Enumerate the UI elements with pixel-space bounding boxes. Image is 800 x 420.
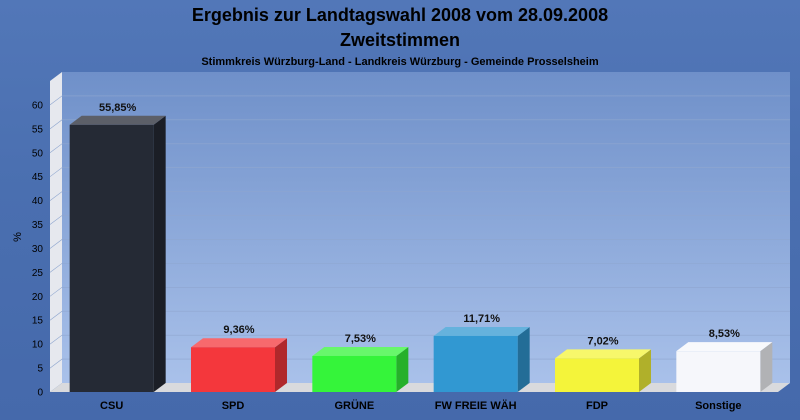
bars: 55,85% 9,36% 7,53% 11,71% 7,02% 8,53% <box>69 102 773 392</box>
y-tick-label: 60 <box>32 100 44 111</box>
y-tick-label: 35 <box>32 220 44 231</box>
chart-title: Ergebnis zur Landtagswahl 2008 vom 28.09… <box>192 5 608 25</box>
gridline <box>49 167 790 177</box>
bar <box>433 326 530 392</box>
y-tick-label: 0 <box>37 388 43 399</box>
bar-top <box>676 342 773 352</box>
gridline <box>49 215 790 225</box>
bar-side <box>639 349 651 392</box>
y-axis-label: % <box>12 232 24 242</box>
bar-front <box>69 124 154 392</box>
gridline <box>49 119 790 130</box>
gridlines <box>49 95 790 369</box>
bar-front <box>676 351 761 392</box>
y-tick-label: 5 <box>37 364 43 375</box>
bar-side <box>760 342 773 392</box>
x-category-label: FW FREIE WÄH <box>435 399 517 412</box>
gridline <box>49 191 790 201</box>
bar-front <box>191 347 275 392</box>
bar-top <box>312 346 409 356</box>
gridline <box>49 287 790 297</box>
bar-front <box>312 355 397 392</box>
y-tick-label: 10 <box>32 340 44 351</box>
y-axis-ticks: 0 5 10 15 20 25 30 35 40 45 50 55 60 <box>32 100 44 398</box>
gridline <box>49 95 790 106</box>
x-category-label: SPD <box>222 400 245 412</box>
bar-side <box>275 338 287 392</box>
bar-value-label: 11,71% <box>463 313 500 325</box>
gridline <box>49 143 790 154</box>
bar-side <box>517 326 530 392</box>
y-tick-label: 20 <box>32 292 44 303</box>
x-category-label: FDP <box>586 400 608 412</box>
y-tick-label: 40 <box>32 196 44 207</box>
bar-front <box>433 335 518 392</box>
y-tick-label: 15 <box>32 316 44 327</box>
bar-top <box>191 338 287 348</box>
gridline <box>49 263 790 273</box>
bar <box>191 338 287 392</box>
bar-top <box>433 326 530 336</box>
bar-value-label: 8,53% <box>709 328 740 340</box>
y-tick-label: 50 <box>32 148 44 159</box>
bar <box>555 349 651 392</box>
x-category-label: CSU <box>100 400 123 412</box>
bar-top <box>69 115 166 125</box>
plot-back-wall <box>62 72 790 383</box>
gridline <box>49 239 790 249</box>
gridline <box>49 358 790 369</box>
bar-value-label: 55,85% <box>99 102 137 114</box>
x-category-label: GRÜNE <box>334 399 374 412</box>
bar-side <box>396 346 409 392</box>
plot-left-wall <box>50 72 62 392</box>
chart-subtitle: Stimmkreis Würzburg-Land - Landkreis Wür… <box>201 56 599 68</box>
x-axis-labels: CSU SPD GRÜNE FW FREIE WÄH FDP Sonstige <box>100 399 742 412</box>
bar-side <box>153 115 166 392</box>
y-tick-label: 55 <box>32 124 44 135</box>
y-tick-label: 25 <box>32 268 44 279</box>
bar-front <box>555 358 639 392</box>
bar <box>676 342 773 392</box>
y-tick-label: 45 <box>32 172 44 183</box>
y-tick-label: 30 <box>32 244 44 255</box>
bar <box>312 346 409 392</box>
gridline <box>49 310 790 321</box>
x-category-label: Sonstige <box>695 400 741 412</box>
bar <box>69 115 166 392</box>
bar-top <box>555 349 651 359</box>
gridline <box>49 334 790 345</box>
chart-title-line2: Zweitstimmen <box>340 30 460 50</box>
bar-value-label: 7,02% <box>587 335 618 347</box>
bar-value-label: 9,36% <box>223 324 254 336</box>
bar-value-label: 7,53% <box>345 333 376 345</box>
